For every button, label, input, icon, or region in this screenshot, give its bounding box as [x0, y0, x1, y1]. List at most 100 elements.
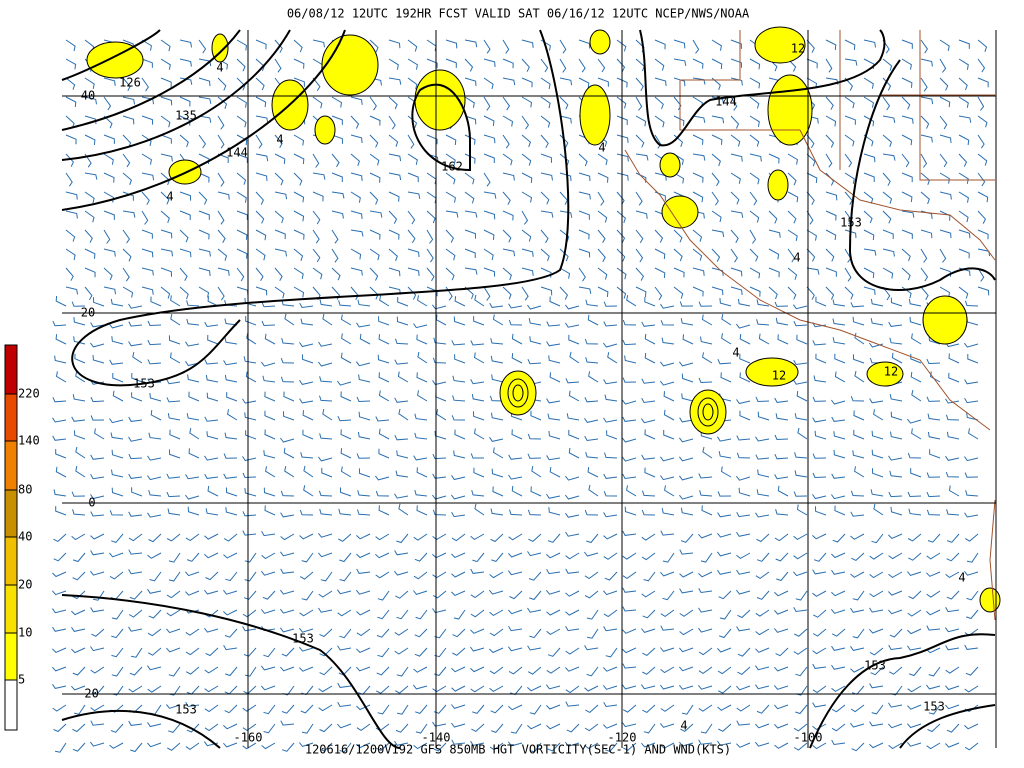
- wind-barb: [75, 446, 86, 459]
- wind-barb: [939, 172, 950, 184]
- wind-barb: [559, 115, 572, 124]
- wind-barb: [508, 454, 523, 460]
- wind-barb: [692, 134, 704, 145]
- wind-barb: [300, 704, 314, 714]
- wind-barb: [622, 416, 637, 422]
- wind-barb: [717, 740, 732, 746]
- wind-barb: [711, 96, 724, 105]
- wind-barb: [111, 449, 124, 459]
- wind-barb: [331, 96, 343, 108]
- wind-barb: [559, 58, 567, 73]
- wind-barb: [546, 493, 561, 499]
- wind-barb: [545, 684, 561, 690]
- wind-barb: [920, 267, 929, 282]
- wind-barb: [223, 533, 238, 542]
- wind-barb: [338, 508, 352, 516]
- wind-barb: [255, 248, 266, 261]
- wind-barb: [719, 609, 732, 620]
- wind-barb: [224, 685, 238, 695]
- wind-barb: [356, 742, 371, 749]
- wind-barb: [831, 608, 846, 614]
- wind-barb: [888, 666, 903, 675]
- wind-barb: [597, 248, 606, 262]
- lat-label: -20: [77, 687, 99, 701]
- wind-barb: [964, 685, 979, 693]
- wind-barb: [331, 134, 343, 144]
- wind-barb: [717, 512, 732, 518]
- wind-barb: [84, 248, 96, 259]
- wind-barb: [299, 627, 314, 633]
- wind-barb: [806, 267, 820, 275]
- wind-barb: [378, 448, 390, 459]
- wind-barb: [882, 96, 891, 111]
- wind-barb: [889, 337, 903, 345]
- wind-barb: [312, 267, 323, 280]
- wind-barb: [377, 354, 390, 364]
- wind-barb: [711, 286, 724, 296]
- wind-barb: [749, 191, 758, 206]
- wind-barb: [946, 590, 960, 600]
- wind-barb: [926, 571, 941, 577]
- wind-barb: [749, 77, 761, 89]
- wind-barb: [91, 628, 105, 637]
- wind-barb: [90, 607, 105, 613]
- wind-barb: [584, 397, 599, 403]
- wind-barb: [508, 552, 523, 558]
- wind-barb: [749, 286, 761, 297]
- wind-barb: [331, 267, 341, 281]
- contour-label: 4: [598, 141, 605, 155]
- wind-barb: [910, 371, 922, 383]
- wind-barb: [815, 296, 827, 307]
- wind-barb: [141, 77, 149, 92]
- wind-barb: [616, 267, 627, 280]
- wind-barb: [736, 399, 751, 405]
- wind-barb: [908, 508, 922, 516]
- wind-barb: [464, 229, 476, 239]
- wind-barb: [111, 628, 124, 639]
- contour-label: 144: [715, 95, 737, 109]
- wind-barb: [584, 590, 599, 599]
- wind-barb: [53, 552, 67, 562]
- wind-barb: [901, 96, 911, 110]
- wind-barb: [445, 58, 457, 68]
- wind-barb: [473, 316, 485, 326]
- wind-barb: [186, 723, 200, 733]
- wind-barb: [280, 666, 295, 672]
- wind-barb: [565, 475, 580, 481]
- wind-barb: [464, 134, 476, 145]
- wind-barb: [844, 286, 854, 300]
- wind-barb: [831, 645, 846, 651]
- wind-barb: [242, 723, 257, 732]
- wind-barb: [284, 466, 295, 478]
- wind-barb: [236, 210, 248, 220]
- wind-barb: [926, 742, 941, 750]
- wind-barb: [148, 432, 162, 440]
- wind-barb: [490, 533, 504, 543]
- wind-barb: [452, 375, 466, 383]
- wind-barb: [375, 490, 390, 497]
- wind-barb: [679, 666, 694, 672]
- wind-barb: [160, 267, 172, 277]
- wind-barb: [160, 229, 173, 239]
- wind-barb: [565, 741, 580, 747]
- wind-barb: [225, 571, 238, 582]
- wind-barb: [394, 685, 409, 694]
- wind-barb: [502, 267, 512, 281]
- wind-barb: [635, 229, 644, 244]
- wind-barb: [65, 267, 74, 281]
- wind-barb: [720, 466, 732, 478]
- wind-barb: [341, 333, 352, 345]
- wind-barb: [147, 685, 162, 693]
- wind-barb: [870, 666, 884, 676]
- wind-barb: [815, 353, 827, 364]
- wind-barb: [945, 398, 960, 404]
- wind-barb: [395, 338, 409, 345]
- wind-barb: [255, 153, 269, 162]
- wind-barb: [413, 323, 428, 329]
- wind-barb: [977, 229, 989, 240]
- wind-barb: [245, 430, 257, 440]
- footer: 120616/1200V192 GFS 850MB HGT VORTICITY(…: [305, 743, 731, 757]
- wind-barb: [204, 552, 219, 559]
- wind-barb: [434, 430, 447, 440]
- wind-barb: [262, 590, 276, 600]
